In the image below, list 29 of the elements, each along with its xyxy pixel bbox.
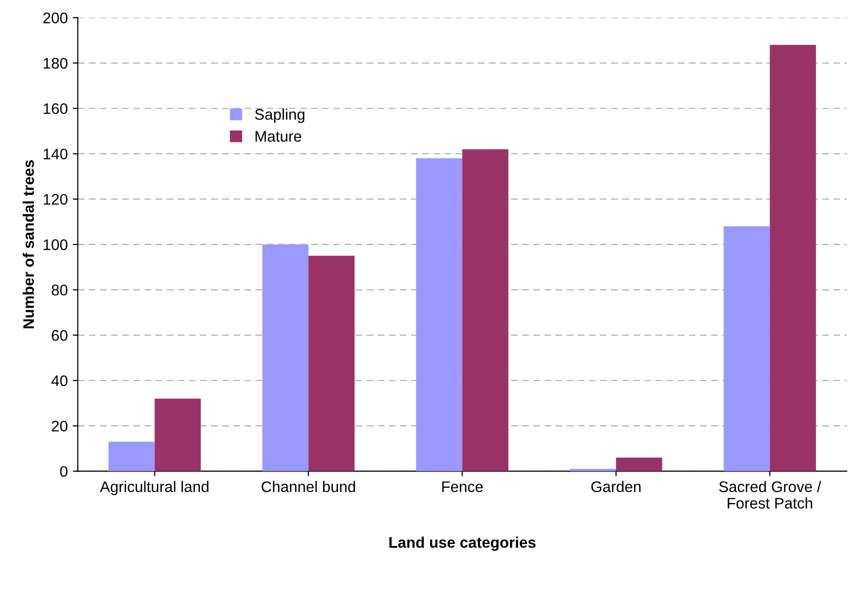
y-tick-label: 0	[60, 466, 68, 477]
x-tick-label: Garden	[591, 480, 641, 492]
y-axis-title: Number of sandal trees	[22, 160, 34, 328]
x-axis-title: Land use categories	[389, 536, 536, 551]
y-tick-label: 40	[51, 375, 68, 386]
y-tick-label: 80	[52, 284, 68, 296]
y-tick-label: 20	[52, 420, 68, 432]
legend-label: Mature	[256, 131, 302, 142]
y-tick-label: 120	[44, 194, 68, 205]
x-tick-label: Agricultural land	[100, 480, 208, 496]
y-tick-label: 140	[44, 148, 68, 160]
x-tick-label: Fence	[442, 481, 483, 492]
bar	[308, 256, 355, 472]
y-tick-label: 60	[52, 330, 68, 341]
x-tick-label: Sacred Grove / Forest Patch	[719, 480, 822, 509]
bar	[416, 158, 462, 472]
y-tick-label: 100	[44, 239, 68, 250]
legend-label: Sapling	[255, 108, 304, 123]
bar	[616, 458, 662, 472]
y-tick-label: 180	[44, 58, 68, 69]
bar	[770, 44, 816, 472]
bar	[724, 226, 770, 472]
bar	[108, 442, 155, 472]
y-tick-label: 160	[44, 103, 68, 114]
bar	[262, 244, 308, 472]
bar	[462, 149, 508, 472]
bar	[154, 398, 201, 472]
y-tick-label: 200	[43, 12, 68, 24]
x-tick-label: Channel bund	[262, 480, 356, 492]
